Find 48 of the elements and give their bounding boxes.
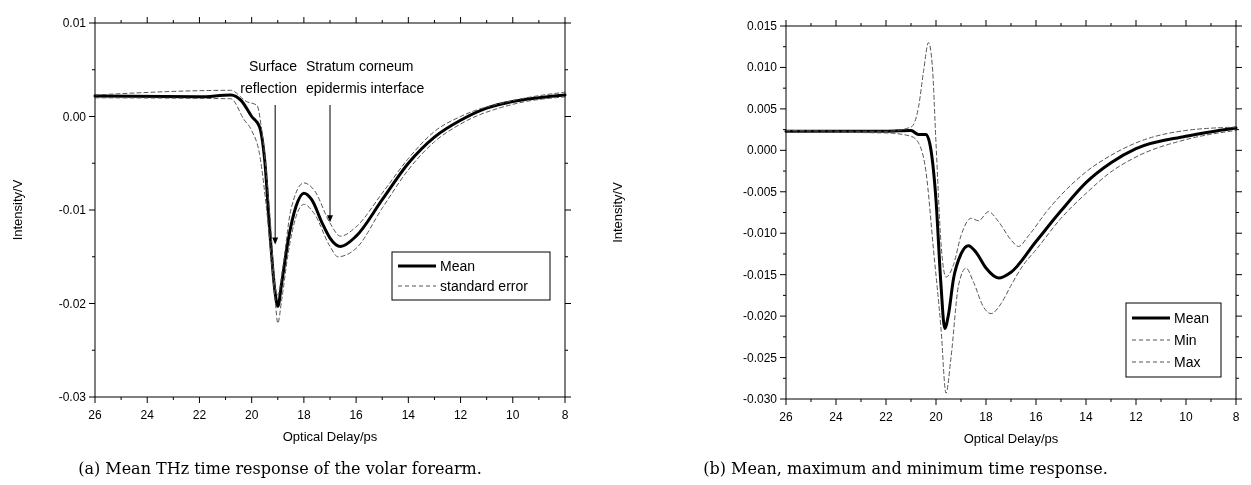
annotation: Stratum corneum epidermis interface xyxy=(306,58,425,96)
x-tick-label: 14 xyxy=(401,408,416,422)
legend-label: Mean xyxy=(440,258,476,274)
x-tick-label: 14 xyxy=(1079,410,1093,424)
x-tick-label: 16 xyxy=(1029,410,1043,424)
x-tick-label: 16 xyxy=(349,408,364,422)
x-tick-label: 26 xyxy=(88,408,102,422)
y-tick-label: -0.03 xyxy=(58,390,87,404)
y-tick-label: -0.025 xyxy=(742,350,778,365)
y-axis-title: Intensity/V xyxy=(610,181,625,243)
y-tick-label: -0.01 xyxy=(58,203,87,217)
x-tick-label: 8 xyxy=(1232,410,1240,424)
x-tick-label: 22 xyxy=(879,410,893,424)
y-tick-label: 0.01 xyxy=(62,16,87,30)
x-tick-label: 10 xyxy=(506,408,520,422)
y-tick-label: -0.010 xyxy=(742,226,778,241)
y-tick-label: 0.010 xyxy=(746,60,778,75)
x-tick-label: 24 xyxy=(140,408,155,422)
y-axis-title: Intensity/V xyxy=(10,179,25,241)
y-tick-label: 0.005 xyxy=(746,101,778,116)
x-axis-title: Optical Delay/ps xyxy=(282,429,378,444)
text: (a) Mean THz time response of the volar forearm. xyxy=(78,459,482,478)
x-tick-label: 20 xyxy=(244,408,259,422)
y-tick-label: 0.00 xyxy=(62,109,87,124)
x-tick-label: 18 xyxy=(979,410,993,424)
y-tick-label: -0.030 xyxy=(742,392,778,406)
x-tick-label: 24 xyxy=(829,410,843,424)
x-tick-label: 12 xyxy=(453,408,468,422)
y-tick-label: -0.02 xyxy=(58,296,87,311)
y-tick-label: -0.015 xyxy=(742,267,778,282)
x-tick-label: 18 xyxy=(297,408,311,422)
y-tick-label: -0.005 xyxy=(742,184,778,199)
y-tick-label: -0.020 xyxy=(742,309,778,324)
y-tick-label: 0.000 xyxy=(746,143,778,158)
legend-label: Min xyxy=(1174,332,1197,348)
annotation: Surface reflection xyxy=(240,58,298,96)
y-tick-label: 0.015 xyxy=(746,19,778,33)
legend-label: Mean xyxy=(1174,310,1210,326)
legend-label: Max xyxy=(1174,354,1201,370)
x-tick-label: 26 xyxy=(779,410,793,424)
x-tick-label: 22 xyxy=(192,408,207,422)
text: (b) Mean, maximum and minimum time response. xyxy=(703,459,1108,478)
x-tick-label: 20 xyxy=(929,410,943,424)
legend-label: standard error xyxy=(440,278,529,294)
x-tick-label: 10 xyxy=(1179,410,1193,424)
x-tick-label: 12 xyxy=(1129,410,1143,424)
x-axis-title: Optical Delay/ps xyxy=(963,431,1059,446)
x-tick-label: 8 xyxy=(561,408,569,422)
